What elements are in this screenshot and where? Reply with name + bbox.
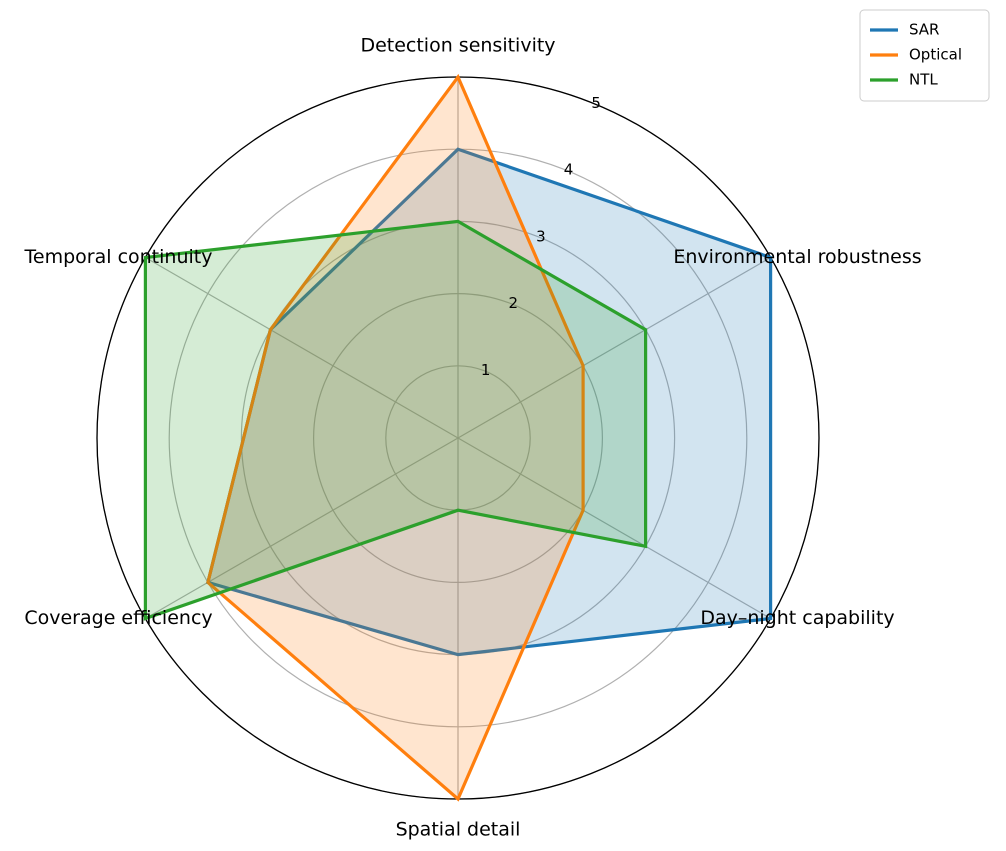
legend-label: NTL xyxy=(909,71,938,89)
axis-label: Temporal continuity xyxy=(24,246,213,268)
legend-item: SAR xyxy=(870,21,939,39)
tick-label: 1 xyxy=(481,361,491,379)
series-line xyxy=(143,219,648,621)
series-line xyxy=(206,73,585,802)
axis-label: Spatial detail xyxy=(396,819,521,841)
grid-spoke xyxy=(145,437,459,620)
axis-label: Coverage efficiency xyxy=(24,607,212,629)
grid-spoke xyxy=(457,437,771,620)
legend-item: Optical xyxy=(870,46,962,64)
axis-labels: Detection sensitivity Environmental robus… xyxy=(24,35,922,841)
legend: SAR Optical NTL xyxy=(859,9,990,102)
tick-label: 3 xyxy=(536,227,546,245)
series-ntl xyxy=(143,219,648,621)
series-area xyxy=(207,77,584,799)
series-optical xyxy=(206,73,585,802)
grid-spoke xyxy=(145,256,459,439)
legend-frame xyxy=(859,9,990,102)
grid-spoke xyxy=(457,256,771,439)
series-group xyxy=(143,73,773,802)
axis-label: Environmental robustness xyxy=(673,246,921,268)
series-area xyxy=(145,221,646,619)
tick-label: 2 xyxy=(509,294,519,312)
radial-tick-labels: 1 2 3 4 5 xyxy=(481,94,601,379)
legend-label: Optical xyxy=(909,46,962,64)
tick-label: 4 xyxy=(564,161,574,179)
legend-item: NTL xyxy=(870,71,938,89)
axis-label: Detection sensitivity xyxy=(360,35,555,57)
legend-label: SAR xyxy=(909,21,939,39)
axis-label: Day–night capability xyxy=(700,607,894,629)
tick-label: 5 xyxy=(591,94,601,112)
series-area xyxy=(207,149,771,655)
